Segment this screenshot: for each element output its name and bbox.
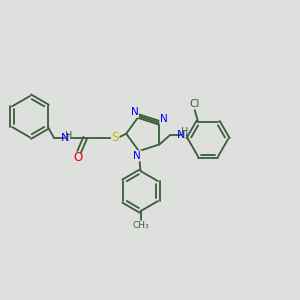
Text: H: H bbox=[182, 128, 189, 137]
Text: O: O bbox=[73, 151, 82, 164]
Text: N: N bbox=[134, 151, 141, 161]
Text: S: S bbox=[112, 131, 119, 144]
Text: H: H bbox=[64, 131, 72, 141]
Text: Cl: Cl bbox=[189, 100, 199, 110]
Text: N: N bbox=[177, 130, 185, 140]
Text: N: N bbox=[160, 114, 168, 124]
Text: N: N bbox=[61, 133, 69, 143]
Text: CH₃: CH₃ bbox=[132, 220, 149, 230]
Text: N: N bbox=[131, 107, 138, 117]
